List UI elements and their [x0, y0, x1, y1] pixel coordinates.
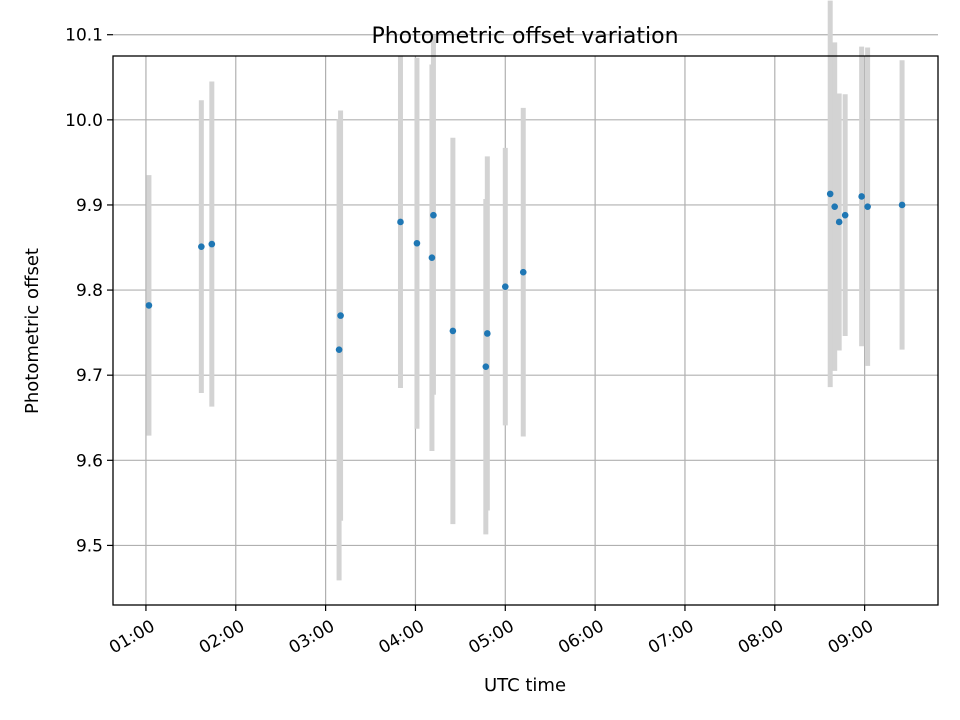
- data-point: [430, 211, 437, 219]
- y-tick-label: 10.1: [65, 26, 103, 46]
- y-tick-label: 9.7: [76, 366, 103, 386]
- y-tick-label: 9.8: [76, 281, 103, 301]
- data-point: [841, 211, 849, 219]
- data-point: [208, 240, 216, 248]
- data-point: [413, 239, 421, 247]
- y-tick-label: 9.5: [76, 536, 103, 556]
- data-point: [898, 201, 906, 209]
- chart-title: Photometric offset variation: [371, 24, 678, 49]
- data-point: [519, 268, 527, 276]
- data-point: [145, 302, 153, 309]
- data-point: [337, 312, 344, 319]
- data-point: [428, 254, 436, 262]
- y-axis-label: Photometric offset: [22, 248, 43, 414]
- data-point: [335, 346, 343, 353]
- y-tick-label: 10.0: [65, 111, 103, 131]
- data-point: [835, 218, 843, 226]
- x-axis-label: UTC time: [484, 675, 566, 696]
- data-point: [826, 190, 834, 198]
- plot-area-frame: [112, 55, 939, 606]
- data-point: [864, 203, 871, 210]
- data-point: [397, 218, 404, 226]
- data-point: [831, 203, 838, 210]
- data-points: [145, 190, 906, 370]
- y-tick-label: 9.6: [76, 451, 103, 471]
- data-point: [858, 193, 865, 200]
- data-point: [482, 363, 490, 370]
- data-point: [484, 330, 491, 337]
- y-tick-label: 9.9: [76, 196, 103, 216]
- data-point: [501, 283, 509, 290]
- data-point: [198, 243, 205, 250]
- data-point: [449, 327, 457, 335]
